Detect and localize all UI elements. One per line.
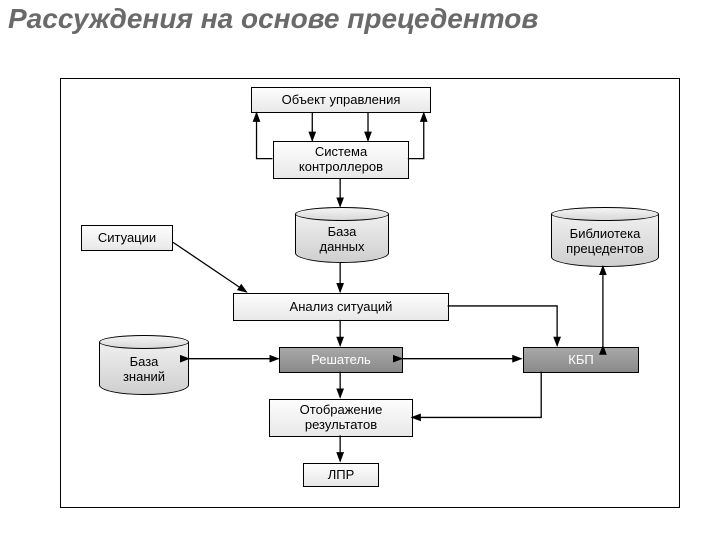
node-lib: Библиотекапрецедентов — [551, 207, 659, 267]
node-label: Ситуации — [98, 231, 156, 246]
node-label: ЛПР — [328, 468, 355, 483]
node-sys: Системаконтроллеров — [273, 141, 409, 179]
node-label: Базазнаний — [123, 355, 165, 385]
node-dbdata: Базаданных — [295, 207, 389, 263]
node-label: Решатель — [311, 353, 371, 368]
node-label: Базаданных — [319, 225, 364, 255]
node-label: Анализ ситуаций — [290, 300, 393, 315]
page-title: Рассуждения на основе прецедентов — [8, 4, 538, 35]
node-sit: Ситуации — [81, 225, 173, 251]
node-disp: Отображениерезультатов — [269, 399, 413, 437]
node-label: Системаконтроллеров — [299, 145, 383, 175]
node-lpr: ЛПР — [303, 463, 379, 487]
node-label: Отображениерезультатов — [300, 403, 383, 433]
diagram-canvas: Объект управления Системаконтроллеров Си… — [60, 78, 680, 508]
node-label: КБП — [568, 353, 593, 368]
node-anal: Анализ ситуаций — [233, 293, 449, 321]
node-obj: Объект управления — [251, 87, 431, 113]
node-kbp: КБП — [523, 347, 639, 373]
node-solver: Решатель — [279, 347, 403, 373]
node-know: Базазнаний — [99, 335, 189, 395]
node-label: Библиотекапрецедентов — [566, 227, 644, 257]
node-label: Объект управления — [282, 93, 401, 108]
